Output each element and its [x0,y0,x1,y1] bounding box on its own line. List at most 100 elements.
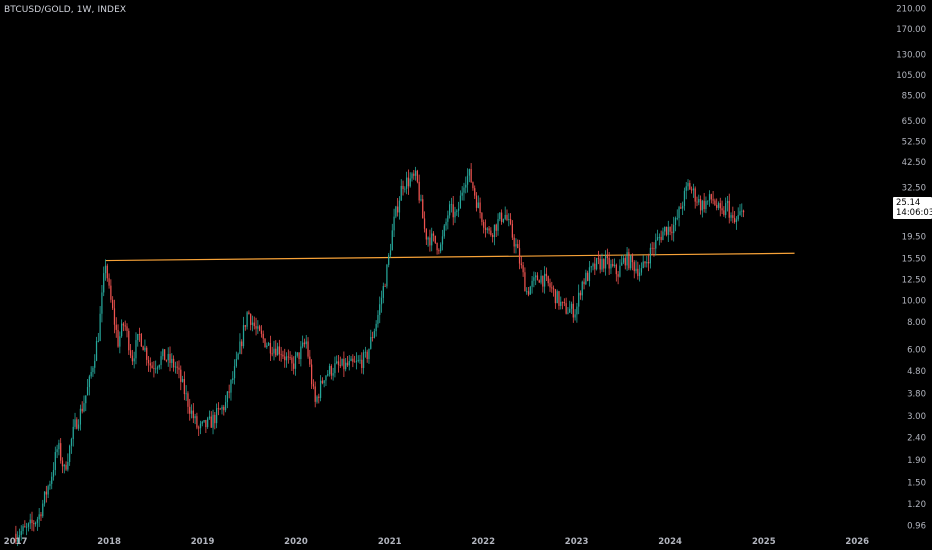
candle-body [164,349,166,361]
candle-body [251,322,254,325]
candle-body [454,211,456,218]
candle-body [113,308,116,325]
candle-body [486,228,488,230]
price-tick-label: 12.50 [902,275,926,285]
candle-body [129,350,132,356]
candle-body [312,384,315,387]
candle-body [384,286,386,287]
candle-body [147,359,150,364]
candle-body [255,326,257,329]
candle-body [36,519,39,523]
candle-body [72,426,74,439]
candle-body [527,291,530,295]
candle-body [370,337,372,349]
candle-body [92,367,94,373]
candle-body [411,173,413,179]
candle-body [592,263,594,267]
candle-body [278,346,280,355]
candle-body [257,326,259,329]
candle-body [647,262,650,264]
candle-body [34,522,37,525]
candle-body [483,222,485,228]
candle-body [24,526,26,528]
candle-body [45,491,47,495]
candle-body [667,226,669,235]
candle-body [649,247,652,264]
candle-body [302,342,304,347]
candle-body [395,206,397,217]
symbol-label[interactable]: BTCUSD/GOLD, 1W, INDEX [4,5,127,15]
price-tick-label: 10.00 [902,297,926,307]
candle-body [735,219,738,223]
candle-body [284,356,286,361]
candle-body [327,373,329,376]
candle-body [690,189,693,191]
candle-body [595,258,598,270]
candle-body [500,212,503,222]
candle-body [294,355,297,369]
time-tick-label: 2026 [845,537,869,547]
candle-body [119,336,121,347]
candle-body [646,262,648,264]
candle-body [707,200,709,202]
candle-body [642,261,644,269]
candle-body [710,194,712,200]
candle-body [590,266,592,268]
candle-body [712,199,714,201]
horizontal-trendline[interactable] [105,252,795,262]
price-tick-label: 3.80 [907,390,926,400]
candle-body [303,342,306,345]
candle-body [83,403,85,412]
candle-body [115,324,117,330]
candle-body [631,255,634,263]
candle-body [43,491,46,504]
candle-body [94,360,96,368]
candle-body [742,210,745,213]
candle-body [242,325,245,347]
candle-body [269,342,272,354]
time-tick-label: 2021 [378,537,402,547]
candle-body [196,416,198,428]
candle-body [51,476,53,484]
candle-body [69,445,71,462]
candle-body [699,199,702,211]
candle-body [343,358,345,370]
candle-body [264,338,266,348]
candle-body [194,416,196,419]
price-tick-label: 6.00 [907,346,926,356]
candle-body [723,210,725,215]
candle-body [452,204,454,218]
candle-body [120,323,123,337]
time-tick-label: 2017 [4,537,28,547]
candle-body [441,236,444,245]
candle-body [273,348,275,354]
time-axis[interactable]: 2017 2018 2019 2020 2021 2022 2023 2024 2025 2026 [4,537,869,547]
price-tick-label: 1.20 [907,500,926,510]
candle-body [42,503,44,517]
candle-body [117,329,119,347]
candle-body [97,340,99,342]
candle-body [27,523,30,527]
candle-body [490,230,492,235]
bar-countdown: 14:06:03 [896,208,932,218]
candle-body [112,299,114,309]
candle-body [676,217,678,219]
candle-body [599,258,601,270]
candle-body [660,236,662,240]
candle-body [368,348,370,359]
candle-body [511,223,513,238]
candle-body [445,221,447,226]
candle-body [377,314,379,324]
candle-body [447,215,449,222]
time-tick-label: 2025 [752,537,776,547]
price-axis[interactable]: 210.00 170.00 130.00 105.00 85.00 65.00 52.50 4… [896,5,926,532]
candle-body [705,201,707,210]
candle-body [183,379,185,395]
candle-body [538,280,540,283]
candle-body [248,312,250,315]
candle-body [587,272,589,281]
candle-body [560,301,562,306]
candle-body [515,244,517,247]
candle-body [422,199,424,219]
